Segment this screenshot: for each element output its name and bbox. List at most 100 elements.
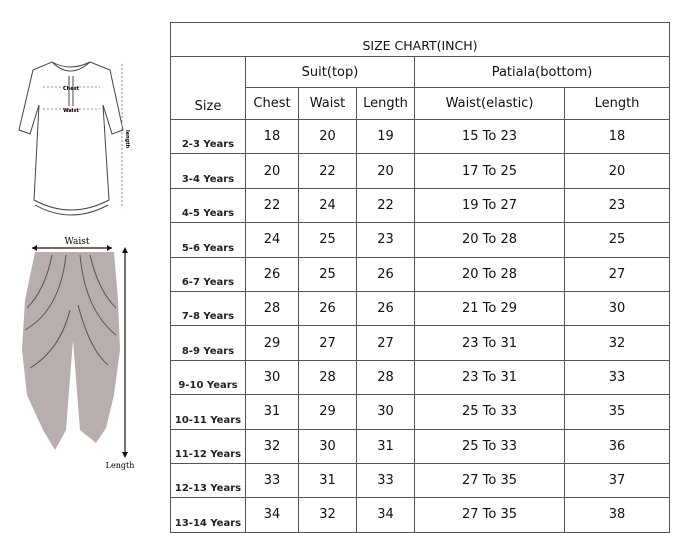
cell-chest: 30: [245, 359, 299, 396]
cell-length: 30: [356, 394, 415, 430]
cell-bottom-length: 38: [563, 497, 671, 533]
cell-length: 20: [356, 153, 415, 189]
table-title: SIZE CHART(INCH): [169, 22, 671, 57]
cell-bottom-length: 33: [563, 359, 671, 396]
table-row: 5-6 Years 24 25 23 20 To 28 25: [170, 222, 671, 258]
cell-size: 11-12 Years: [170, 428, 246, 464]
cell-waist-elastic: 27 To 35: [414, 462, 565, 499]
cell-waist-elastic: 27 To 35: [414, 497, 565, 533]
cell-waist: 29: [298, 394, 357, 430]
cell-bottom-length: 37: [563, 462, 671, 499]
kurta-waist-label: Waist: [63, 108, 79, 114]
cell-chest: 32: [245, 428, 299, 464]
table-row: 2-3 Years 18 20 19 15 To 23 18: [170, 118, 671, 155]
header-group-bottom: Patiala(bottom): [413, 56, 671, 88]
cell-length: 28: [356, 359, 415, 396]
cell-waist: 24: [298, 187, 357, 224]
cell-chest: 22: [245, 187, 299, 224]
cell-bottom-length: 27: [563, 256, 671, 292]
patiala-waist-label: Waist: [65, 237, 90, 247]
kurta-length-label: length: [124, 130, 130, 149]
table-row: 13-14 Years 34 32 34 27 To 35 38: [170, 497, 671, 533]
cell-length: 34: [356, 497, 415, 533]
table-row: 7-8 Years 28 26 26 21 To 29 30: [170, 290, 671, 327]
cell-size: 4-5 Years: [170, 187, 246, 224]
cell-waist-elastic: 25 To 33: [414, 428, 565, 464]
header-waist-elastic: Waist(elastic): [414, 87, 565, 120]
table-row: 8-9 Years 29 27 27 23 To 31 32: [170, 325, 671, 361]
table-row: 3-4 Years 20 22 20 17 To 25 20: [170, 153, 671, 189]
cell-waist: 30: [298, 428, 357, 464]
cell-waist-elastic: 20 To 28: [414, 256, 565, 292]
cell-chest: 20: [245, 153, 299, 189]
cell-waist-elastic: 23 To 31: [414, 359, 565, 396]
cell-size: 7-8 Years: [170, 290, 246, 327]
kurta-illustration: [18, 61, 124, 216]
cell-length: 26: [356, 256, 415, 292]
cell-bottom-length: 30: [563, 290, 671, 327]
cell-bottom-length: 23: [563, 187, 671, 224]
cell-chest: 26: [245, 256, 299, 292]
cell-length: 27: [356, 325, 415, 361]
cell-size: 2-3 Years: [170, 118, 246, 155]
cell-bottom-length: 36: [563, 428, 671, 464]
table-row: 10-11 Years 31 29 30 25 To 33 35: [170, 394, 671, 430]
cell-size: 6-7 Years: [170, 256, 246, 292]
cell-chest: 34: [245, 497, 299, 533]
cell-length: 31: [356, 428, 415, 464]
cell-bottom-length: 25: [563, 222, 671, 258]
header-chest: Chest: [245, 87, 299, 120]
header-size: Size: [170, 56, 246, 120]
cell-bottom-length: 20: [563, 153, 671, 189]
cell-size: 10-11 Years: [170, 394, 246, 430]
table-row: 11-12 Years 32 30 31 25 To 33 36: [170, 428, 671, 464]
table-row: 9-10 Years 30 28 28 23 To 31 33: [170, 359, 671, 396]
cell-size: 8-9 Years: [170, 325, 246, 361]
cell-bottom-length: 35: [563, 394, 671, 430]
cell-chest: 33: [245, 462, 299, 499]
cell-size: 9-10 Years: [170, 359, 246, 396]
cell-length: 33: [356, 462, 415, 499]
cell-waist: 20: [298, 118, 357, 155]
cell-waist: 27: [298, 325, 357, 361]
patiala-illustration: [22, 245, 128, 458]
cell-waist-elastic: 23 To 31: [414, 325, 565, 361]
header-bottom-length: Length: [563, 87, 671, 120]
cell-waist-elastic: 19 To 27: [414, 187, 565, 224]
size-chart-table: SIZE CHART(INCH) Size Suit(top) Patiala(…: [169, 22, 671, 533]
cell-size: 13-14 Years: [170, 497, 246, 533]
cell-size: 3-4 Years: [170, 153, 246, 189]
cell-chest: 18: [245, 118, 299, 155]
table-row: 12-13 Years 33 31 33 27 To 35 37: [170, 462, 671, 499]
cell-waist: 26: [298, 290, 357, 327]
cell-waist: 25: [298, 222, 357, 258]
cell-length: 19: [356, 118, 415, 155]
patiala-length-label: Length: [106, 461, 135, 470]
cell-waist-elastic: 17 To 25: [414, 153, 565, 189]
cell-length: 26: [356, 290, 415, 327]
cell-waist: 31: [298, 462, 357, 499]
cell-chest: 31: [245, 394, 299, 430]
cell-waist: 32: [298, 497, 357, 533]
cell-chest: 28: [245, 290, 299, 327]
header-waist: Waist: [298, 87, 357, 120]
table-row: 4-5 Years 22 24 22 19 To 27 23: [170, 187, 671, 224]
cell-size: 12-13 Years: [170, 462, 246, 499]
cell-length: 22: [356, 187, 415, 224]
cell-length: 23: [356, 222, 415, 258]
garment-illustrations: Chest Waist length Waist Length: [18, 61, 135, 470]
cell-waist: 22: [298, 153, 357, 189]
cell-chest: 24: [245, 222, 299, 258]
cell-bottom-length: 32: [563, 325, 671, 361]
cell-size: 5-6 Years: [170, 222, 246, 258]
kurta-chest-label: Chest: [63, 86, 80, 92]
cell-waist: 25: [298, 256, 357, 292]
header-length: Length: [356, 87, 415, 120]
cell-waist-elastic: 20 To 28: [414, 222, 565, 258]
table-row: 6-7 Years 26 25 26 20 To 28 27: [170, 256, 671, 292]
cell-bottom-length: 18: [563, 118, 671, 155]
cell-waist-elastic: 15 To 23: [414, 118, 565, 155]
cell-waist-elastic: 25 To 33: [414, 394, 565, 430]
cell-chest: 29: [245, 325, 299, 361]
cell-waist: 28: [298, 359, 357, 396]
